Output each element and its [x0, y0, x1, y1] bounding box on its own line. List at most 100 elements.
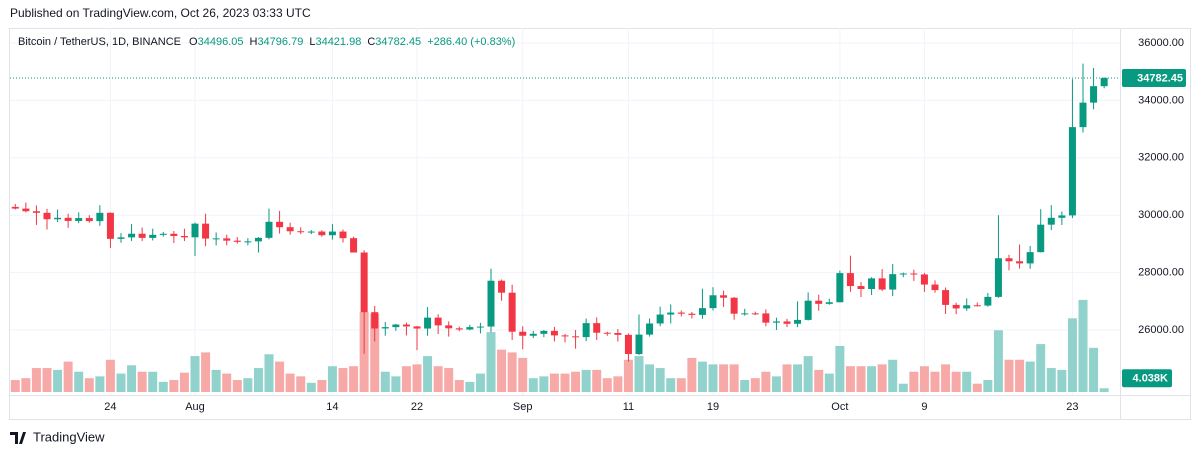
volume-bar — [835, 345, 845, 392]
candle-body — [117, 237, 125, 239]
volume-bar — [95, 376, 105, 392]
legend-change: +286.40 (+0.83%) — [427, 36, 515, 48]
candle-body — [106, 212, 114, 239]
candle-body — [455, 328, 463, 330]
volume-bar — [1015, 359, 1025, 392]
candle-body — [307, 231, 315, 233]
volume-bar — [877, 364, 887, 392]
candle-body — [360, 252, 368, 313]
candle-body — [593, 323, 601, 333]
volume-bar — [814, 369, 824, 392]
candle-body — [1058, 215, 1066, 218]
candle-body — [751, 313, 759, 315]
candle-body — [498, 280, 506, 293]
volume-bar — [370, 313, 380, 392]
volume-bar — [941, 364, 951, 392]
volume-bar — [412, 364, 422, 392]
volume-bar — [867, 366, 877, 392]
footer-brand: TradingView — [33, 429, 105, 444]
chart-frame — [9, 28, 1191, 420]
volume-bar — [201, 352, 211, 392]
volume-bar — [856, 366, 866, 392]
candle-body — [973, 305, 981, 307]
volume-bar — [296, 376, 306, 392]
volume-bar — [116, 373, 126, 392]
candle-body — [741, 313, 749, 315]
volume-bar — [697, 361, 707, 392]
volume-bar — [306, 382, 316, 392]
candle-body — [519, 331, 527, 336]
candle-body — [244, 241, 252, 243]
candle-body — [223, 238, 231, 241]
x-tick-label: 23 — [1066, 401, 1078, 413]
volume-bar — [10, 380, 20, 392]
volume-bar — [507, 352, 517, 392]
candle-body — [254, 237, 262, 242]
candle-body — [667, 312, 675, 315]
candle-body — [43, 212, 51, 220]
candle-body — [709, 295, 717, 309]
volume-bar — [53, 369, 63, 392]
volume-bar — [539, 376, 549, 392]
volume-bar — [993, 330, 1003, 392]
candle-body — [942, 290, 950, 305]
legend-key: O — [189, 36, 198, 48]
candle-body — [32, 211, 40, 213]
volume-bar — [190, 356, 200, 392]
volume-bar — [602, 378, 612, 392]
candle-body — [402, 324, 410, 327]
x-tick-label: 9 — [921, 401, 927, 413]
candle-body — [392, 324, 400, 328]
volume-bar — [317, 380, 327, 392]
volume-bar — [771, 376, 781, 392]
volume-bar — [222, 373, 232, 392]
candle-body — [656, 314, 664, 324]
volume-bar — [84, 378, 94, 392]
volume-bar — [497, 349, 507, 392]
volume-bar — [1036, 344, 1046, 392]
volume-bar — [560, 373, 570, 392]
volume-bar — [486, 332, 496, 392]
volume-bar — [634, 356, 644, 392]
candle-body — [54, 217, 62, 220]
legend-key: H — [249, 36, 257, 48]
volume-bar — [169, 380, 179, 392]
volume-bar — [349, 366, 359, 392]
volume-bar — [253, 368, 263, 392]
candle-body — [720, 295, 728, 298]
candle-body — [75, 218, 83, 221]
volume-label: 4.038K — [1133, 373, 1169, 385]
candle-body — [815, 300, 823, 304]
legend-value: 34796.79 — [257, 36, 303, 48]
candle-body — [286, 227, 294, 232]
volume-bar — [719, 364, 729, 392]
volume-bar — [137, 371, 147, 392]
volume-bar — [1025, 361, 1035, 392]
candle-body — [476, 326, 484, 328]
volume-bar — [454, 380, 464, 392]
volume-bar — [63, 361, 73, 392]
volume-bar — [919, 366, 929, 392]
volume-bar — [962, 371, 972, 392]
candle-body — [878, 278, 886, 290]
volume-bar — [179, 372, 189, 392]
volume-bar — [750, 378, 760, 392]
volume-bar — [793, 364, 803, 392]
candle-body — [96, 212, 104, 222]
volume-bar — [31, 368, 41, 392]
volume-bar — [708, 364, 718, 392]
volume-bar — [592, 369, 602, 392]
y-tick-label: 32000.00 — [1138, 152, 1184, 164]
volume-bar — [401, 366, 411, 392]
candle-body — [22, 208, 30, 212]
candle-body — [413, 326, 421, 329]
candle-body — [424, 317, 432, 329]
candle-body — [1026, 252, 1034, 264]
volume-bar — [930, 371, 940, 392]
volume-bar — [338, 368, 348, 392]
volume-bar — [803, 356, 813, 392]
candle-body — [11, 206, 19, 209]
volume-bar — [740, 380, 750, 392]
candle-body — [466, 327, 474, 330]
candle-body — [561, 335, 569, 337]
